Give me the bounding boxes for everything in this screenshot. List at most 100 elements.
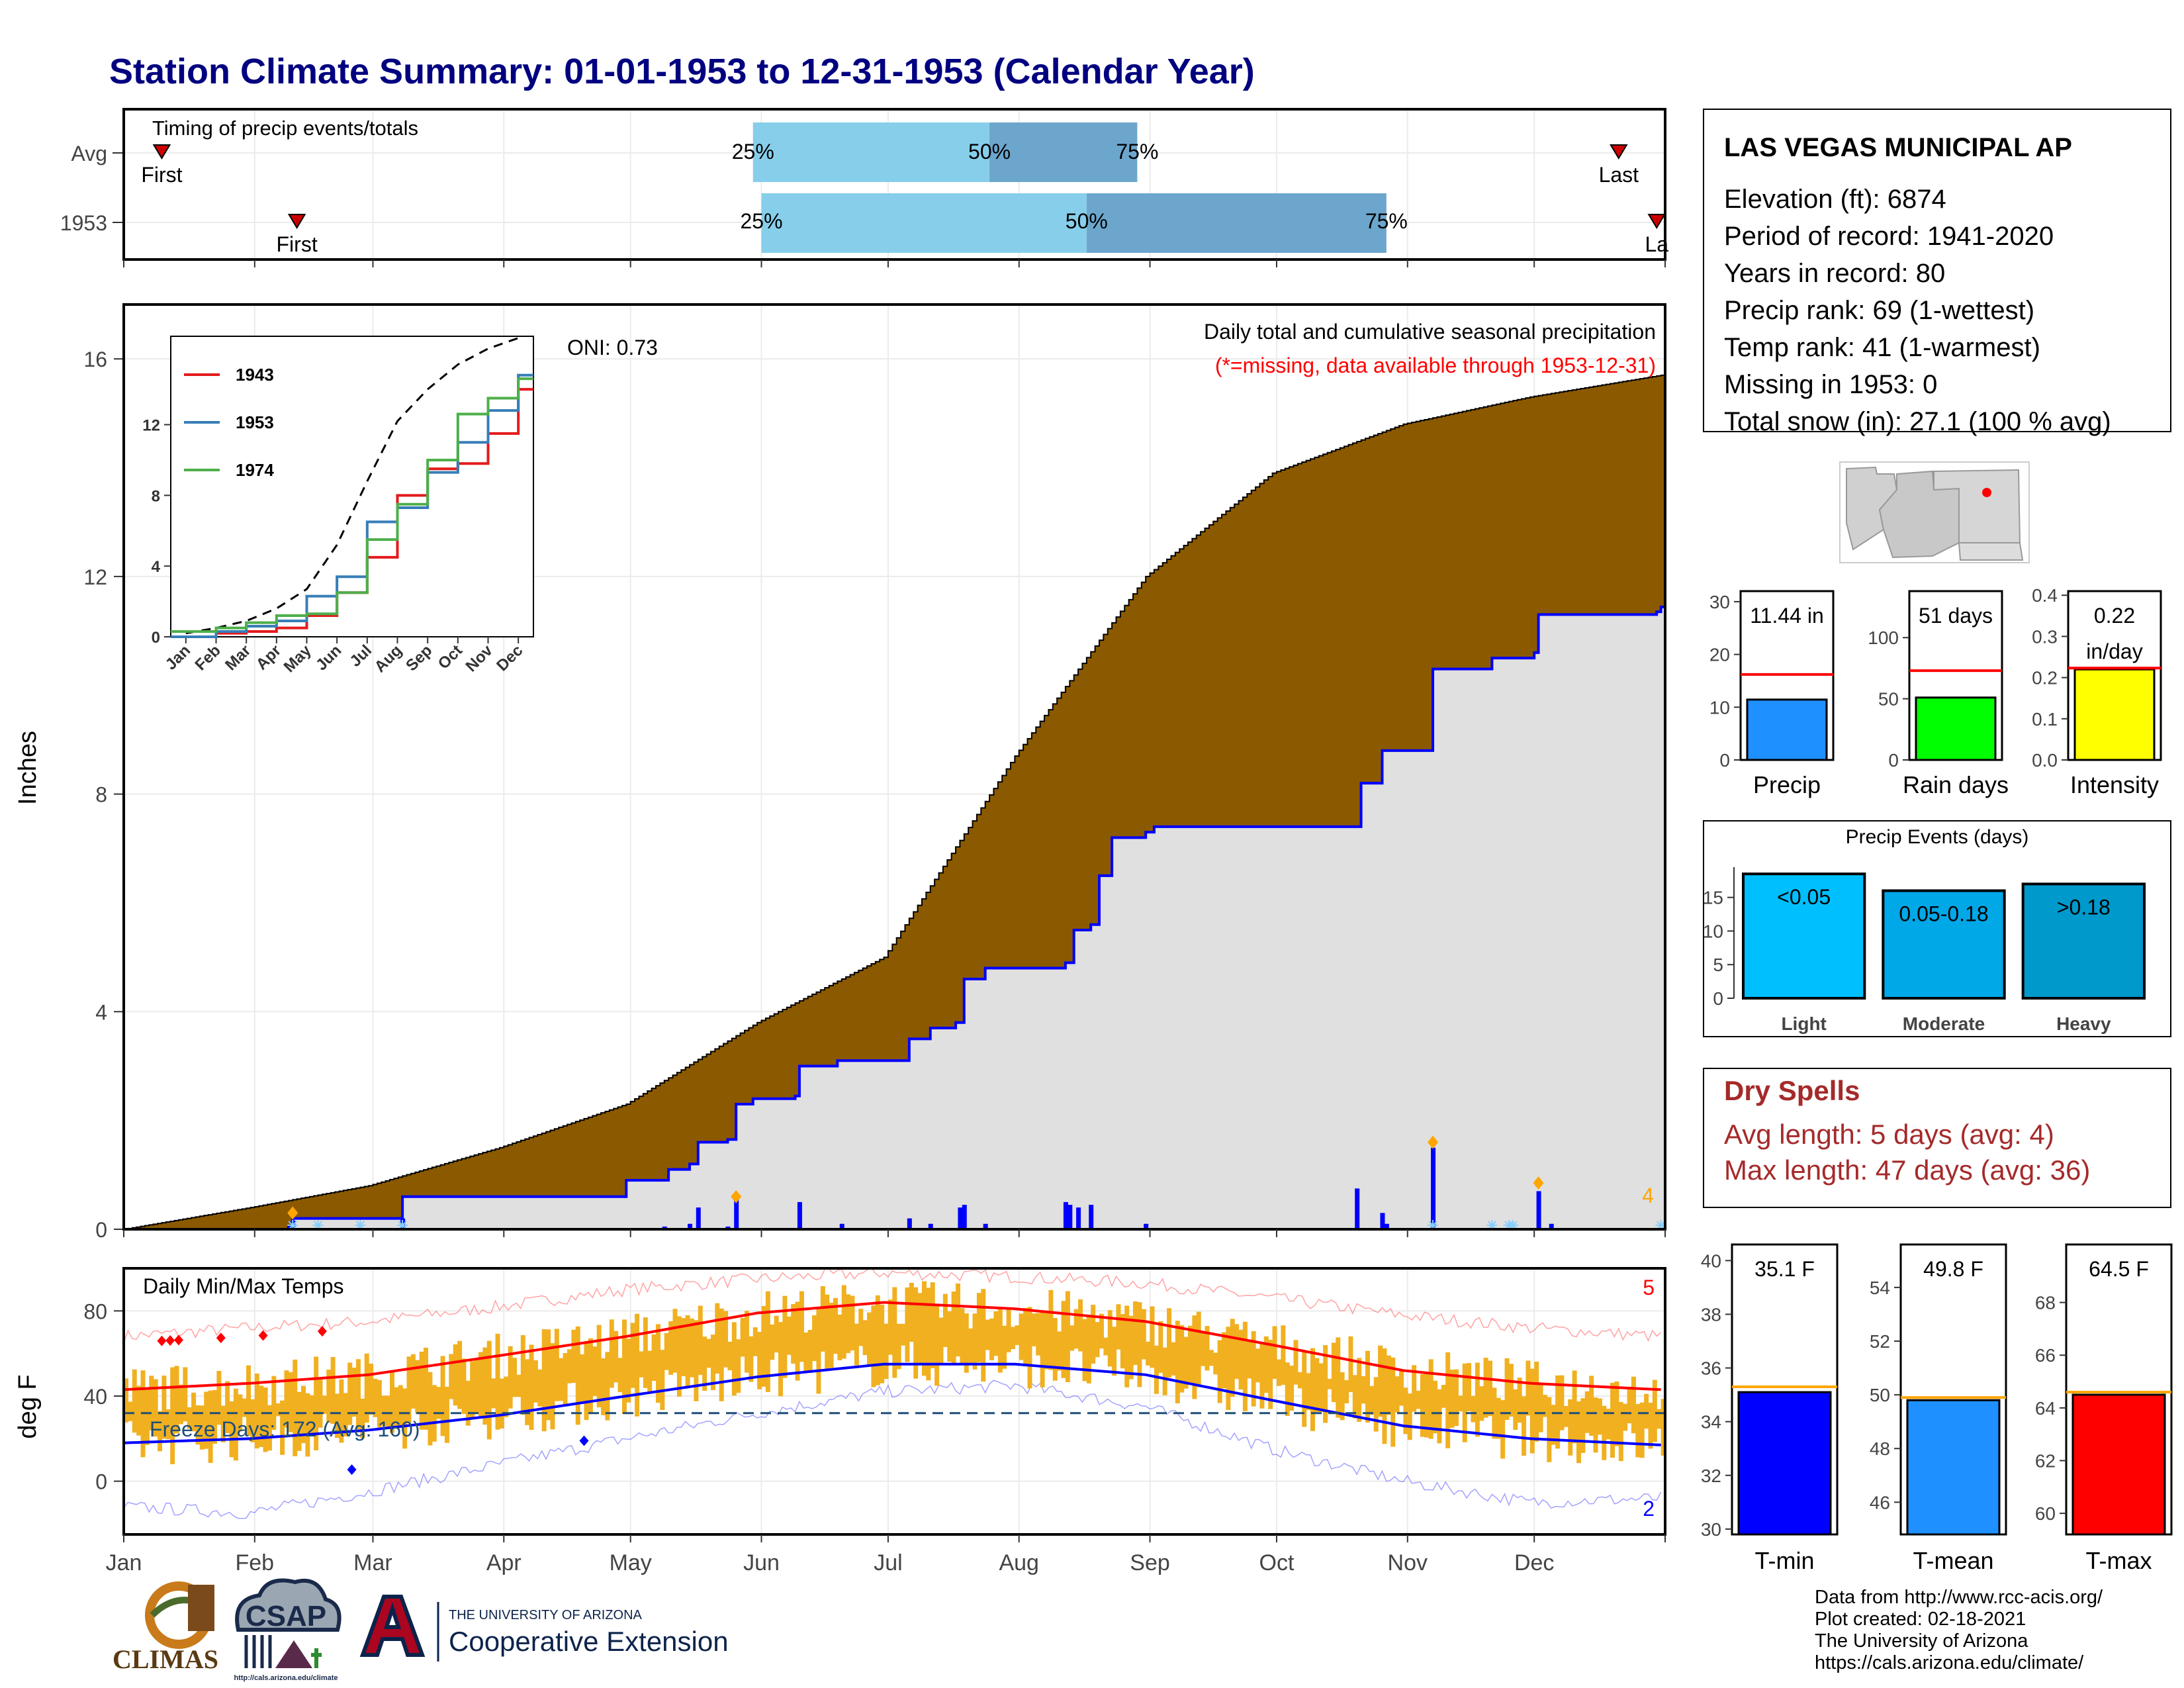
events-ytick-label: 0 <box>1713 988 1723 1009</box>
daily-temp-bar <box>1171 1342 1176 1376</box>
inset-ytick-label: 12 <box>142 417 160 435</box>
mini-bar-ytick-label: 30 <box>1709 592 1730 612</box>
daily-temp-bar <box>554 1329 559 1401</box>
timing-last-label: Last <box>1599 163 1639 187</box>
daily-temp-bar <box>765 1291 770 1392</box>
daily-temp-bar <box>1504 1358 1510 1421</box>
station-box <box>1703 109 2171 432</box>
daily-temp-bar <box>1306 1373 1311 1411</box>
daily-temp-bar <box>1031 1313 1036 1346</box>
daily-precip-bar <box>1076 1207 1081 1229</box>
daily-temp-bar <box>985 1319 990 1350</box>
daily-temp-bar <box>1635 1404 1641 1458</box>
daily-temp-bar <box>470 1361 475 1418</box>
daily-precip-bar <box>734 1196 739 1229</box>
daily-temp-bar <box>1412 1365 1417 1412</box>
record-max-marker <box>165 1335 175 1346</box>
daily-temp-bar <box>681 1318 686 1377</box>
daily-temp-bar <box>621 1319 627 1414</box>
daily-temp-bar <box>706 1338 711 1368</box>
daily-temp-bar <box>1538 1384 1543 1432</box>
daily-precip-bar <box>1068 1205 1073 1229</box>
daily-temp-bar <box>280 1400 285 1455</box>
temp-bar-ytick-label: 54 <box>1870 1278 1890 1298</box>
timing-bar-50-75 <box>1086 193 1387 253</box>
daily-temp-bar <box>837 1314 842 1360</box>
daily-temp-bar <box>993 1311 999 1356</box>
timing-row-label: 1953 <box>60 211 107 235</box>
snow-day-marker <box>312 1220 324 1231</box>
daily-temp-bar <box>909 1282 914 1342</box>
footer-line: https://cals.arizona.edu/climate/ <box>1815 1652 2084 1673</box>
inset-ytick-label: 4 <box>152 558 161 576</box>
daily-temp-bar <box>1428 1359 1433 1439</box>
mini-bar-label: Precip <box>1753 771 1821 798</box>
daily-temp-bar <box>1095 1322 1100 1358</box>
daily-precip-bar <box>662 1226 667 1229</box>
daily-temp-bar <box>1572 1370 1577 1444</box>
events-bar-Moderate <box>1882 889 2006 1000</box>
daily-temp-bar <box>144 1389 150 1445</box>
daily-temp-bar <box>938 1317 944 1364</box>
daily-temp-bar <box>398 1385 403 1426</box>
daily-temp-bar <box>288 1372 293 1432</box>
daily-precip-bar <box>688 1223 693 1229</box>
daily-temp-bar <box>233 1388 238 1461</box>
daily-temp-bar <box>1133 1301 1138 1366</box>
snow-day-marker <box>397 1220 408 1231</box>
daily-temp-bar <box>639 1351 644 1378</box>
daily-temp-bar <box>698 1305 703 1375</box>
daily-temp-bar <box>584 1340 589 1421</box>
daily-precip-bar <box>1549 1223 1554 1229</box>
mini-bar-unit: in/day <box>2086 639 2142 663</box>
mini-bar-ytick-label: 0 <box>1888 750 1899 771</box>
daily-temp-bar <box>389 1372 394 1433</box>
station-info-line: Period of record: 1941-2020 <box>1724 222 2054 251</box>
daily-temp-bar <box>1462 1363 1467 1442</box>
temp-bar-ytick-label: 66 <box>2035 1345 2056 1366</box>
daily-temp-bar <box>1251 1331 1256 1407</box>
inset-average-line <box>185 337 519 635</box>
mini-bar-ytick-label: 0.1 <box>2032 709 2058 729</box>
daily-temp-bar <box>1167 1308 1172 1378</box>
record-max-marker <box>216 1333 226 1344</box>
daily-temp-bar <box>1517 1378 1522 1423</box>
inset-frame <box>170 336 534 637</box>
daily-precip-bar <box>1355 1188 1360 1229</box>
daily-temp-bar <box>1568 1399 1573 1456</box>
mini-bar-ytick-label: 0.0 <box>2032 750 2058 771</box>
daily-temp-bar <box>846 1294 851 1354</box>
daily-temp-bar <box>1627 1386 1632 1424</box>
daily-temp-bar <box>786 1316 792 1355</box>
daily-temp-bar <box>187 1407 192 1429</box>
annual-totals-bars: 0 10 20 30 11.44 in Precip 0 50 100 51 days Rain d… <box>1709 585 2162 798</box>
inset-legend-label: 1953 <box>236 412 274 432</box>
freeze-days-label: Freeze Days: 172 (Avg: 160) <box>150 1417 420 1441</box>
daily-temp-bar <box>1336 1337 1341 1418</box>
daily-temp-bar <box>850 1295 855 1351</box>
daily-temp-bar <box>1175 1321 1180 1404</box>
daily-temp-bar <box>1593 1397 1598 1453</box>
daily-temp-bar <box>1525 1360 1531 1416</box>
dry-spells-title: Dry Spells <box>1724 1075 1860 1106</box>
daily-temp-bar <box>694 1320 699 1401</box>
daily-temp-bar <box>1222 1332 1226 1389</box>
daily-temp-bar <box>1437 1389 1442 1444</box>
precip-ytick-label: 12 <box>83 565 107 589</box>
daily-temp-bar <box>259 1385 264 1447</box>
daily-temp-bar <box>296 1391 302 1451</box>
snow-day-marker <box>1508 1220 1519 1231</box>
daily-temp-bar <box>807 1330 813 1373</box>
daily-temp-bar <box>1276 1359 1281 1386</box>
daily-temp-bar <box>195 1405 201 1445</box>
daily-temp-bar <box>1078 1299 1083 1352</box>
precip-ytick-label: 0 <box>95 1218 107 1242</box>
temperature-bars: 30 32 34 36 38 40 35.1 F T-min 46 48 50 52 54 49.8 F T… <box>1701 1243 2173 1574</box>
daily-temp-bar <box>1606 1409 1611 1440</box>
daily-temp-bar <box>293 1359 298 1456</box>
daily-temp-bar <box>580 1354 585 1403</box>
daily-temp-bar <box>609 1319 614 1388</box>
daily-temp-bar <box>833 1297 838 1354</box>
daily-temp-bar <box>1323 1345 1328 1423</box>
